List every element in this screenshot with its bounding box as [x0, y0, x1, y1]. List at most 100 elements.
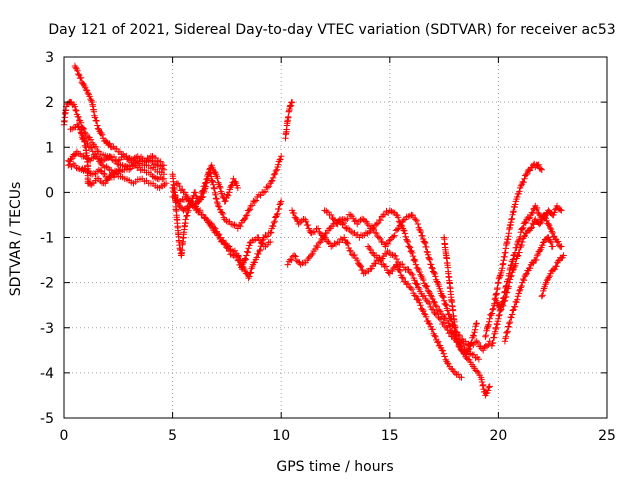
data-point [88, 97, 95, 104]
data-point [514, 252, 522, 259]
data-point [255, 234, 262, 241]
data-point [513, 244, 520, 251]
data-point [391, 232, 398, 239]
data-point [107, 172, 114, 180]
data-point [209, 177, 216, 185]
data-point [415, 284, 422, 291]
data-point [422, 313, 430, 320]
data-point [271, 218, 278, 225]
data-point [308, 251, 315, 259]
data-point [241, 216, 248, 223]
data-point [421, 239, 429, 247]
data-point [304, 221, 312, 229]
data-point [435, 338, 442, 345]
data-point [261, 188, 269, 195]
data-point [373, 220, 380, 228]
data-point [344, 215, 351, 222]
data-point [533, 204, 541, 212]
data-point [508, 314, 515, 321]
data-point [174, 196, 181, 204]
data-point [246, 273, 253, 280]
y-tick-label: 2 [45, 95, 54, 111]
data-point [409, 271, 416, 278]
data-point [428, 264, 435, 271]
data-point [218, 209, 226, 216]
data-point [551, 209, 558, 216]
data-point [94, 155, 102, 162]
data-point [484, 387, 492, 394]
data-point [196, 196, 203, 203]
data-point [365, 222, 373, 229]
data-point [437, 316, 445, 323]
data-point [508, 216, 515, 223]
data-point [417, 228, 425, 236]
data-point [269, 174, 277, 182]
data-point [343, 239, 351, 246]
data-point [458, 374, 465, 381]
data-point [472, 354, 479, 362]
data-point [170, 187, 177, 195]
data-point [321, 234, 328, 241]
data-point [214, 175, 221, 182]
data-point [245, 207, 253, 214]
data-point [288, 98, 296, 106]
data-point [495, 312, 503, 319]
data-point [441, 353, 448, 360]
data-point [495, 275, 503, 282]
data-point [199, 187, 207, 194]
data-point [454, 338, 462, 345]
data-point [357, 216, 364, 224]
data-point [431, 332, 438, 339]
data-point [367, 246, 374, 254]
data-point [473, 338, 480, 345]
data-point [272, 213, 280, 220]
data-point [558, 243, 565, 250]
data-point [87, 136, 95, 143]
data-point [505, 323, 512, 331]
data-point [228, 251, 236, 258]
data-point [501, 338, 509, 345]
data-point [234, 256, 241, 264]
data-point [545, 220, 552, 228]
data-point [108, 144, 115, 151]
data-point [197, 193, 204, 201]
x-tick-label: 15 [381, 428, 399, 444]
data-point [288, 256, 295, 264]
data-point [267, 229, 275, 236]
data-point [272, 167, 280, 175]
data-point [411, 277, 418, 284]
data-point [419, 232, 426, 239]
data-point [548, 228, 555, 235]
data-point [433, 303, 440, 310]
data-point [389, 251, 396, 259]
data-point [357, 263, 365, 270]
data-point [162, 180, 170, 187]
data-point [251, 198, 258, 205]
data-point [205, 219, 212, 226]
data-point [359, 232, 366, 239]
data-point [469, 332, 477, 339]
data-point [409, 252, 417, 260]
data-point [447, 329, 454, 337]
data-point [411, 257, 419, 265]
data-point [520, 277, 528, 284]
data-point [337, 219, 345, 226]
axis-ticks: 0 5 10 15 20 25 -5 -4 -3 -2 -1 0 1 2 3 [40, 50, 616, 444]
data-point [292, 214, 299, 222]
data-point [386, 207, 393, 214]
data-point [549, 243, 556, 250]
data-point [521, 175, 528, 182]
data-point [560, 252, 567, 259]
data-point [368, 223, 376, 230]
data-point [401, 230, 409, 237]
data-point [341, 234, 348, 241]
data-point [244, 248, 251, 255]
data-point [328, 243, 335, 250]
data-point [510, 306, 517, 313]
data-point [228, 182, 235, 190]
chart-title: Day 121 of 2021, Sidereal Day-to-day VTE… [48, 22, 615, 38]
data-point [467, 340, 475, 347]
data-point [154, 157, 161, 164]
data-point [518, 282, 525, 290]
data-point [509, 311, 516, 318]
